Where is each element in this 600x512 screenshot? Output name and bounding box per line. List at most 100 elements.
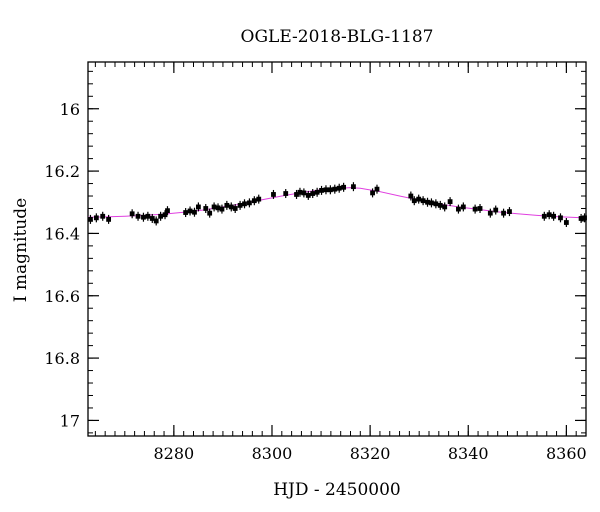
x-tick-label: 8300 [252, 444, 293, 463]
point-marker [546, 212, 552, 218]
point-marker [472, 206, 478, 212]
point-marker [207, 210, 213, 216]
data-point [305, 190, 311, 200]
data-point [242, 199, 247, 209]
data-point [135, 211, 141, 221]
point-marker [129, 211, 135, 217]
data-point [546, 210, 552, 220]
point-marker [507, 209, 512, 214]
data-point [437, 200, 443, 210]
data-point [294, 189, 299, 199]
point-marker [224, 202, 230, 208]
point-marker [256, 196, 262, 202]
data-point [145, 211, 151, 221]
point-marker [211, 204, 217, 210]
data-point [93, 213, 99, 223]
data-point [301, 188, 307, 198]
data-point [507, 207, 512, 217]
data-point [162, 210, 168, 220]
data-point [314, 187, 320, 197]
data-point [297, 187, 303, 197]
point-marker [477, 206, 483, 211]
point-marker [319, 188, 324, 193]
point-marker [341, 184, 347, 190]
data-point [487, 208, 493, 218]
data-point [578, 213, 584, 223]
data-point [88, 214, 93, 224]
point-marker [310, 191, 316, 196]
x-tick-label: 8280 [154, 444, 195, 463]
data-point [224, 200, 230, 210]
data-point [429, 198, 434, 208]
point-marker [149, 216, 155, 221]
point-marker [141, 214, 146, 220]
data-point [460, 202, 466, 212]
point-marker [420, 198, 426, 204]
point-marker [228, 204, 234, 210]
point-marker [551, 213, 557, 219]
point-marker [447, 199, 453, 205]
data-point [456, 204, 461, 214]
data-point [232, 203, 238, 213]
y-tick-label: 16.4 [44, 224, 80, 243]
point-marker [215, 205, 221, 211]
axis-ticks: 8280 8300 8320 8340 8360 16 16.2 16.4 16.6 16.8 17 [44, 62, 587, 463]
data-point [219, 204, 225, 214]
point-marker [297, 189, 303, 195]
point-marker [100, 213, 106, 219]
data-point [341, 182, 347, 192]
point-marker [541, 213, 547, 219]
x-tick-label: 8320 [350, 444, 391, 463]
x-tick-label: 8340 [448, 444, 489, 463]
data-point [228, 202, 234, 212]
point-marker [582, 215, 587, 221]
data-point [195, 202, 201, 212]
point-marker [88, 216, 93, 222]
point-marker [351, 184, 356, 190]
data-point [420, 196, 426, 206]
point-marker [314, 189, 320, 195]
data-point [141, 212, 146, 222]
point-marker [247, 200, 252, 206]
point-marker [374, 186, 380, 192]
data-point [153, 216, 159, 226]
data-point [310, 189, 316, 199]
point-marker [411, 198, 417, 204]
data-point [327, 185, 333, 195]
point-marker [219, 206, 225, 212]
data-point [332, 184, 338, 194]
data-point [551, 211, 557, 221]
point-marker [283, 191, 289, 196]
point-marker [487, 210, 493, 216]
point-marker [135, 213, 141, 219]
data-point [251, 196, 257, 206]
point-marker [456, 206, 461, 212]
y-axis-label: I magnitude [11, 198, 31, 302]
point-marker [162, 212, 168, 218]
y-tick-label: 16.2 [44, 162, 80, 181]
data-point [203, 203, 209, 213]
point-marker [195, 204, 201, 210]
point-marker [460, 204, 466, 210]
point-marker [501, 210, 506, 216]
point-marker [429, 200, 434, 206]
data-point [336, 183, 342, 193]
data-point [183, 208, 189, 218]
data-point [447, 197, 453, 207]
point-marker [106, 216, 112, 222]
point-marker [165, 208, 170, 214]
point-marker [558, 215, 563, 221]
point-marker [294, 192, 299, 197]
point-marker [158, 213, 164, 219]
point-marker [301, 190, 307, 196]
data-point [256, 194, 262, 204]
data-point [129, 209, 135, 219]
data-point [323, 185, 329, 195]
point-marker [305, 192, 311, 198]
point-marker [271, 192, 276, 197]
point-marker [251, 198, 257, 204]
y-tick-label: 16 [60, 100, 80, 119]
data-point [351, 182, 356, 192]
chart-title: OGLE-2018-BLG-1187 [241, 27, 434, 47]
